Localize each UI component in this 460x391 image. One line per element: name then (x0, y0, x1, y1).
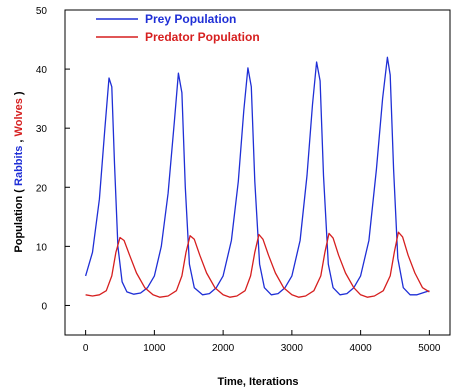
y-axis-title-sep: , (13, 136, 25, 142)
x-tick-label: 2000 (212, 343, 235, 354)
y-tick-label: 40 (36, 65, 48, 76)
y-axis-title-suffix: ) (13, 91, 25, 95)
legend-label-predator: Predator Population (145, 30, 260, 44)
legend: Prey Population Predator Population (96, 12, 260, 44)
series-line-predator (85, 231, 430, 298)
y-tick-label: 50 (36, 6, 48, 17)
x-axis-title: Time, Iterations (217, 376, 298, 388)
y-axis-title-wolves: Wolves (13, 98, 25, 136)
series-line-prey (84, 56, 430, 296)
y-tick-label: 0 (41, 301, 47, 312)
x-tick-label: 1000 (143, 343, 166, 354)
y-axis-title-prefix: Population ( (13, 189, 25, 253)
series-lines (84, 56, 430, 298)
y-tick-label: 20 (36, 183, 48, 194)
x-axis-ticks: 0 1000 2000 3000 4000 5000 (83, 330, 441, 354)
x-tick-label: 0 (83, 343, 89, 354)
y-axis-title-rabbits: Rabbits (13, 146, 25, 186)
x-tick-label: 4000 (350, 343, 373, 354)
legend-label-prey: Prey Population (145, 12, 236, 26)
y-tick-label: 10 (36, 242, 48, 253)
x-tick-label: 3000 (281, 343, 304, 354)
y-axis-ticks: 0 10 20 30 40 50 (36, 6, 70, 312)
y-tick-label: 30 (36, 124, 48, 135)
x-tick-label: 5000 (418, 343, 441, 354)
y-axis-title: Population ( Rabbits , Wolves ) (13, 91, 25, 253)
plot-frame (64, 9, 451, 336)
